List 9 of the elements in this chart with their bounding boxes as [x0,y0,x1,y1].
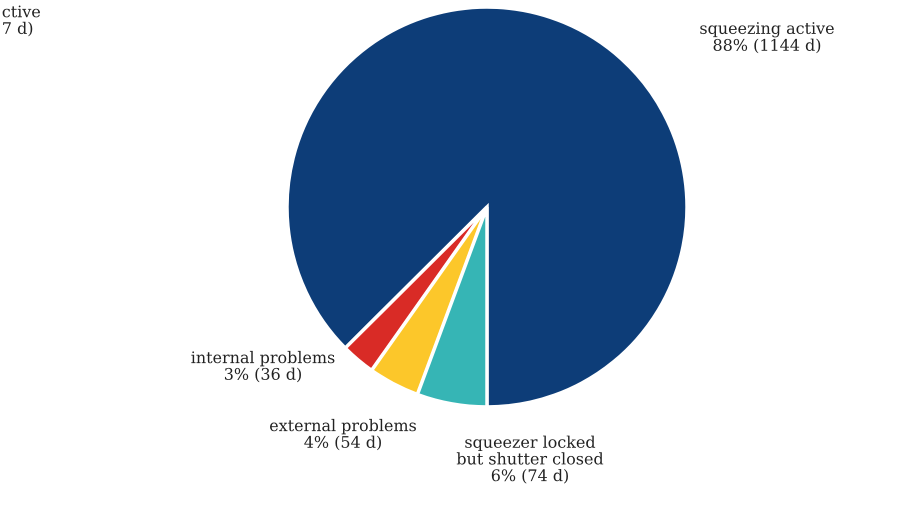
slice-label: internal problems [191,350,334,366]
data-label: 4% (54 d) [304,436,381,450]
data-label: 88% (1144 d) [714,38,820,54]
data-label: 3% (36 d) [224,368,301,382]
text: ctive 7 d) [2,5,40,36]
data-label: 6% (74 d) [492,468,568,484]
slice-label: squeezer locked but shutter closed [456,436,604,465]
slice-label: external problems [270,418,416,434]
slice-label: squeezing active [700,22,834,38]
